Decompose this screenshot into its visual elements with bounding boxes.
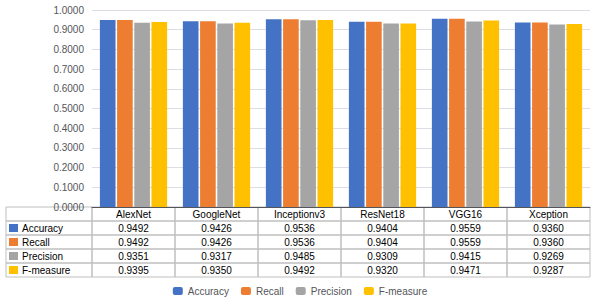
svg-text:0.3000: 0.3000 xyxy=(53,142,84,153)
svg-text:0.9536: 0.9536 xyxy=(284,237,315,248)
svg-text:0.4000: 0.4000 xyxy=(53,123,84,134)
svg-text:AlexNet: AlexNet xyxy=(116,209,151,220)
svg-text:0.5000: 0.5000 xyxy=(53,103,84,114)
svg-text:0.1000: 0.1000 xyxy=(53,182,84,193)
svg-text:0.9492: 0.9492 xyxy=(284,265,315,276)
svg-text:0.9426: 0.9426 xyxy=(201,237,232,248)
svg-text:Precision: Precision xyxy=(22,251,63,262)
svg-text:0.7000: 0.7000 xyxy=(53,64,84,75)
svg-text:VGG16: VGG16 xyxy=(449,209,483,220)
svg-text:0.9559: 0.9559 xyxy=(450,237,481,248)
svg-text:Recall: Recall xyxy=(256,286,284,297)
svg-text:0.9485: 0.9485 xyxy=(284,251,315,262)
svg-text:0.8000: 0.8000 xyxy=(53,44,84,55)
svg-text:Inceptionv3: Inceptionv3 xyxy=(274,209,326,220)
svg-text:Recall: Recall xyxy=(22,237,50,248)
svg-text:0.0000: 0.0000 xyxy=(53,202,84,213)
svg-text:0.9426: 0.9426 xyxy=(201,223,232,234)
svg-text:F-measure: F-measure xyxy=(22,265,71,276)
svg-text:0.9536: 0.9536 xyxy=(284,223,315,234)
svg-text:1.0000: 1.0000 xyxy=(53,5,84,16)
svg-text:ResNet18: ResNet18 xyxy=(360,209,405,220)
svg-text:0.9351: 0.9351 xyxy=(118,251,149,262)
svg-text:0.9287: 0.9287 xyxy=(533,265,564,276)
svg-text:0.9492: 0.9492 xyxy=(118,223,149,234)
svg-text:0.9492: 0.9492 xyxy=(118,237,149,248)
svg-text:Precision: Precision xyxy=(311,286,352,297)
svg-text:Xception: Xception xyxy=(529,209,568,220)
svg-text:0.9350: 0.9350 xyxy=(201,265,232,276)
svg-text:Accuracy: Accuracy xyxy=(188,286,229,297)
svg-text:0.6000: 0.6000 xyxy=(53,83,84,94)
svg-text:Accuracy: Accuracy xyxy=(22,223,63,234)
svg-text:0.9559: 0.9559 xyxy=(450,223,481,234)
svg-text:0.9404: 0.9404 xyxy=(367,223,398,234)
svg-text:0.9404: 0.9404 xyxy=(367,237,398,248)
svg-text:0.9000: 0.9000 xyxy=(53,24,84,35)
svg-text:0.9317: 0.9317 xyxy=(201,251,232,262)
svg-text:0.9415: 0.9415 xyxy=(450,251,481,262)
svg-text:GoogleNet: GoogleNet xyxy=(193,209,241,220)
svg-text:0.9471: 0.9471 xyxy=(450,265,481,276)
svg-text:F-measure: F-measure xyxy=(379,286,428,297)
svg-text:0.2000: 0.2000 xyxy=(53,162,84,173)
svg-text:0.9395: 0.9395 xyxy=(118,265,149,276)
svg-text:0.9320: 0.9320 xyxy=(367,265,398,276)
svg-text:0.9269: 0.9269 xyxy=(533,251,564,262)
svg-text:0.9360: 0.9360 xyxy=(533,237,564,248)
svg-text:0.9309: 0.9309 xyxy=(367,251,398,262)
svg-text:0.9360: 0.9360 xyxy=(533,223,564,234)
